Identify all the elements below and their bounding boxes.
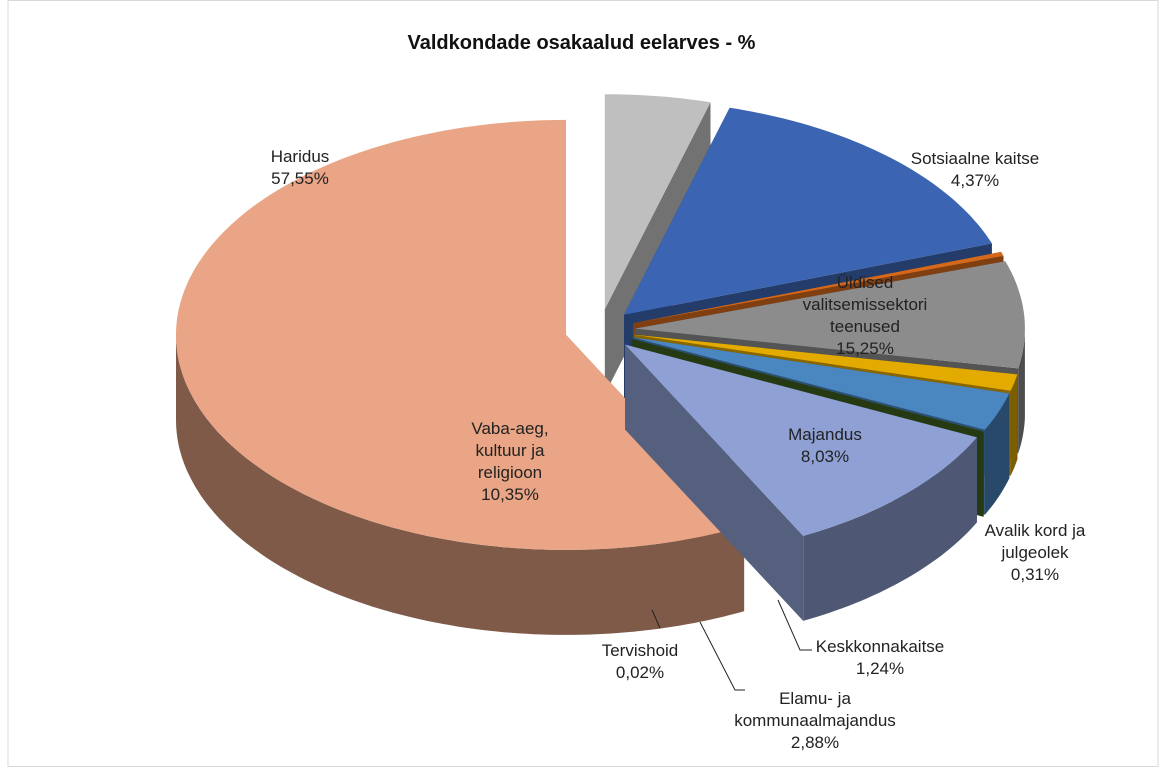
category-label: Üldised valitsemissektori teenused [802,273,928,336]
value-label: 0,31% [1010,565,1060,584]
chart-title: Valdkondade osakaalud eelarves - % [407,32,756,54]
slice-wall [625,344,804,621]
category-label: Keskkonnakaitse [815,637,945,656]
data-label: Keskkonnakaitse 1,24% [790,636,970,680]
leader-line [651,609,661,629]
data-label: Vaba-aeg, kultuur ja religioon 10,35% [450,418,570,506]
category-label: Avalik kord ja julgeolek [984,521,1086,562]
category-label: Vaba-aeg, kultuur ja religioon [471,419,549,482]
slice [604,94,711,310]
category-label: Elamu- ja kommunaalmajandus [734,689,896,730]
slice-side [1010,374,1018,476]
category-label: Majandus [788,425,862,444]
slice-side [803,437,977,621]
category-label: Haridus [270,147,330,166]
slice [634,334,1018,391]
data-label: Üldised valitsemissektori teenused 15,25% [790,272,940,360]
data-label: Majandus 8,03% [765,424,885,468]
value-label: 0,02% [615,663,665,682]
value-label: 2,88% [790,733,840,752]
slice [625,344,977,536]
value-label: 10,35% [481,485,539,504]
data-label: Avalik kord ja julgeolek 0,31% [970,520,1100,586]
slice [634,261,1025,369]
leader-line [699,621,745,691]
category-label: Sotsiaalne kaitse [910,149,1040,168]
slice [176,119,745,550]
slice [632,337,1010,430]
value-label: 4,37% [950,171,1000,190]
category-label: Tervishoid [601,641,679,660]
value-label: 1,24% [855,659,905,678]
data-label: Sotsiaalne kaitse 4,37% [875,148,1075,192]
slice-side [1018,328,1025,454]
data-label: Elamu- ja kommunaalmajandus 2,88% [715,688,915,754]
slice-side [176,334,745,635]
data-label: Tervishoid 0,02% [580,640,700,684]
slice [624,107,992,315]
value-label: 8,03% [800,447,850,466]
leader-line [777,599,812,651]
data-label: Haridus 57,55% [240,146,360,190]
slice [631,339,984,432]
value-label: 57,55% [271,169,329,188]
value-label: 15,25% [836,339,894,358]
slice [633,251,1004,324]
slice-side [984,393,1010,515]
